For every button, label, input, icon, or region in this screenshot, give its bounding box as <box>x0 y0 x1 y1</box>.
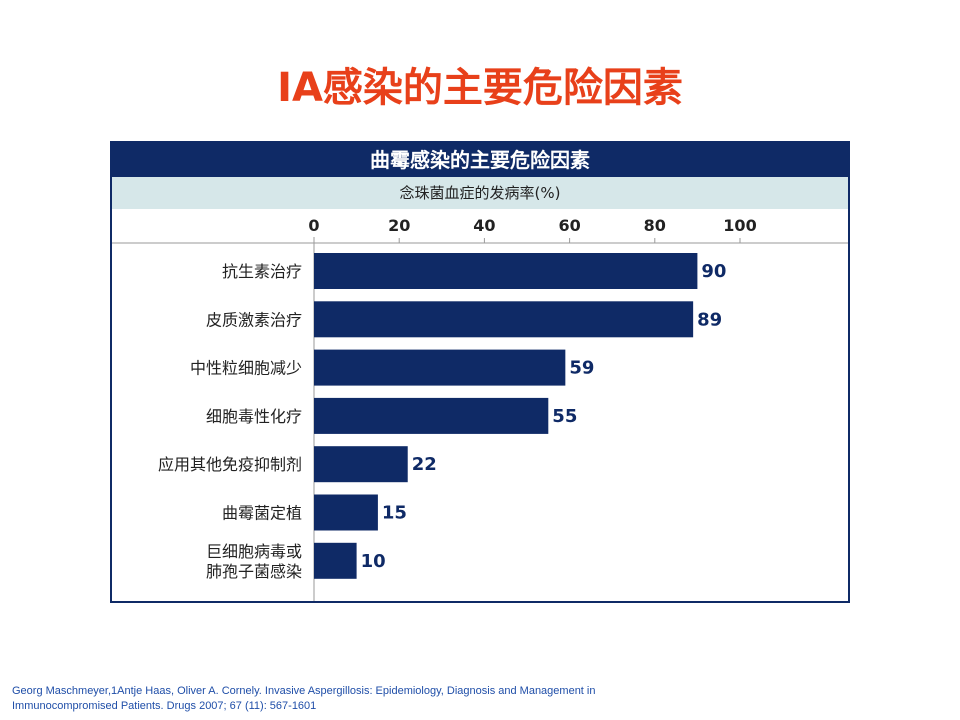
category-label: 中性粒细胞减少 <box>190 359 302 378</box>
chart-frame: 曲霉感染的主要危险因素 念珠菌血症的发病率(%) 0 20 40 60 80 100 90 抗… <box>110 141 850 603</box>
x-tick-label: 80 <box>644 216 666 235</box>
x-tick-label: 100 <box>723 216 756 235</box>
chart-axis-title: 念珠菌血症的发病率(%) <box>112 177 848 209</box>
bar-chart-plot: 0 20 40 60 80 100 90 抗生素治疗 89 皮质激素治疗 59 中性粒细胞减少 55 细胞… <box>112 216 848 601</box>
data-label: 22 <box>412 454 437 475</box>
data-label: 90 <box>701 261 726 282</box>
x-tick-label: 60 <box>558 216 580 235</box>
category-label: 曲霉菌定植 <box>222 504 302 523</box>
chart-title: 曲霉感染的主要危险因素 <box>112 143 848 177</box>
bar <box>314 397 549 434</box>
citation-line-1: Georg Maschmeyer,1Antje Haas, Oliver A. … <box>12 685 596 697</box>
data-label: 55 <box>552 406 577 427</box>
data-label: 15 <box>382 503 407 524</box>
bar <box>314 446 408 483</box>
x-tick-label: 40 <box>473 216 495 235</box>
slide-title: IA感染的主要危险因素 <box>277 65 683 111</box>
x-tick-label: 0 <box>308 216 319 235</box>
bar <box>314 542 357 579</box>
citation: Georg Maschmeyer,1Antje Haas, Oliver A. … <box>12 684 912 714</box>
data-label: 59 <box>569 358 594 379</box>
category-label: 应用其他免疫抑制剂 <box>158 455 302 474</box>
citation-line-2: Immunocompromised Patients. Drugs 2007; … <box>12 700 317 712</box>
category-label: 皮质激素治疗 <box>206 310 302 329</box>
category-label: 肺孢子菌感染 <box>206 562 302 581</box>
data-label: 89 <box>697 309 722 330</box>
bar <box>314 349 566 386</box>
bar <box>314 301 694 338</box>
bar <box>314 253 698 289</box>
category-label: 巨细胞病毒或 <box>206 542 302 561</box>
x-tick-label: 20 <box>388 216 410 235</box>
data-label: 10 <box>361 551 386 572</box>
category-label: 细胞毒性化疗 <box>206 407 302 426</box>
category-label: 抗生素治疗 <box>222 262 302 281</box>
bar <box>314 494 378 531</box>
